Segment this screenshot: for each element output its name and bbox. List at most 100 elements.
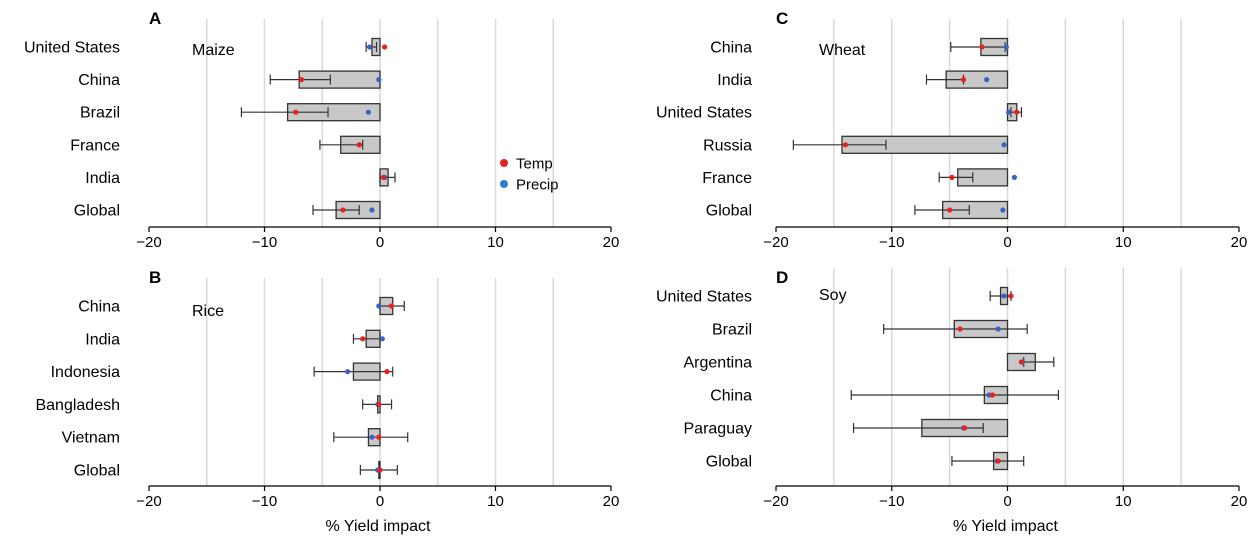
precip-point (1001, 142, 1007, 148)
precip-point (365, 109, 372, 115)
x-tick-label: 0 (376, 493, 384, 510)
x-tick-label: −20 (136, 234, 161, 251)
precip-point (995, 326, 1001, 332)
panel-letter: B (149, 268, 161, 287)
temp-point (298, 77, 305, 83)
x-tick-label: 10 (1115, 493, 1132, 510)
panel-letter: C (776, 9, 788, 28)
precip-point (369, 434, 375, 440)
category-label: Global (74, 203, 120, 220)
legend-marker-precip (500, 180, 508, 188)
x-axis-title: % Yield impact (953, 518, 1058, 535)
x-tick-label: −10 (252, 234, 277, 251)
category-label: India (717, 72, 752, 89)
category-label: Brazil (80, 105, 120, 122)
temp-point (995, 458, 1001, 464)
precip-point (379, 336, 385, 342)
temp-point (1008, 293, 1014, 299)
category-label: Global (706, 454, 752, 471)
panel-c: China India United States Russia France Globa… (656, 9, 1247, 251)
x-axis-title: % Yield impact (326, 518, 431, 535)
legend-label-temp: Temp (516, 156, 553, 173)
temp-point (949, 174, 955, 180)
precip-point (1011, 174, 1018, 180)
temp-point (340, 207, 346, 213)
category-label: India (85, 331, 120, 348)
temp-point (360, 336, 366, 342)
category-label: Brazil (712, 322, 752, 339)
precip-point (1006, 109, 1012, 115)
panel-b: China India Indonesia Bangladesh Vietnam Glob… (35, 268, 619, 535)
category-label: China (710, 40, 752, 57)
temp-point (356, 142, 362, 148)
precip-point (1003, 44, 1009, 50)
precip-point (376, 77, 382, 83)
x-tick-label: 20 (1231, 234, 1248, 251)
x-tick-label: −10 (879, 493, 904, 510)
x-tick-label: 0 (1003, 234, 1011, 251)
x-tick-label: −10 (879, 234, 904, 251)
category-label: Global (706, 203, 752, 220)
temp-point (979, 44, 985, 50)
category-label: India (85, 170, 120, 187)
category-label: Paraguay (684, 421, 753, 438)
category-label: Vietnam (62, 430, 120, 447)
temp-point (947, 207, 953, 213)
category-label: United States (656, 289, 752, 306)
x-tick-label: 0 (1003, 493, 1011, 510)
x-tick-label: 20 (603, 234, 620, 251)
category-label: China (710, 388, 752, 405)
panel-letter: D (776, 268, 788, 287)
x-tick-label: 20 (603, 493, 620, 510)
category-label: Russia (703, 137, 752, 154)
precip-point (345, 369, 351, 375)
temp-point (989, 392, 996, 398)
temp-point (382, 44, 388, 50)
precip-point (367, 44, 373, 50)
crop-title: Wheat (819, 42, 866, 59)
precip-point (1001, 293, 1007, 299)
x-tick-label: 10 (1115, 234, 1132, 251)
temp-point (1014, 109, 1020, 115)
temp-point (962, 425, 968, 431)
crop-title: Maize (192, 42, 235, 59)
x-tick-label: 20 (1231, 493, 1248, 510)
temp-point (384, 369, 390, 375)
category-label: China (78, 299, 120, 316)
x-tick-label: −10 (252, 493, 277, 510)
crop-title: Soy (819, 287, 847, 304)
x-tick-label: −20 (763, 493, 788, 510)
temp-point (1018, 359, 1024, 365)
category-label: China (78, 72, 120, 89)
category-label: Global (74, 463, 120, 480)
x-tick-label: 10 (487, 493, 504, 510)
temp-point (293, 109, 299, 115)
crop-title: Rice (192, 303, 224, 320)
temp-point (376, 401, 382, 407)
x-tick-label: −20 (763, 234, 788, 251)
category-label: France (70, 137, 120, 154)
panel-a: United States China Brazil France India Globa… (24, 9, 619, 251)
temp-point (957, 326, 963, 332)
precip-point (376, 303, 382, 309)
precip-point (369, 207, 375, 213)
temp-point (376, 434, 382, 440)
category-label: Bangladesh (35, 397, 120, 414)
category-label: Argentina (684, 355, 753, 372)
category-label: United States (24, 40, 120, 57)
x-tick-label: −20 (136, 493, 161, 510)
panel-d: United States Brazil Argentina China Paragua… (656, 268, 1247, 535)
precip-point (1000, 207, 1006, 213)
temp-point (388, 303, 395, 309)
temp-point (842, 142, 849, 148)
category-label: France (702, 170, 752, 187)
category-label: United States (656, 105, 752, 122)
category-label: Indonesia (51, 364, 120, 381)
legend: Temp Precip (500, 156, 559, 194)
temp-point (380, 174, 387, 180)
panel-letter: A (149, 9, 161, 28)
legend-label-precip: Precip (516, 177, 559, 194)
legend-marker-temp (500, 159, 508, 167)
temp-point (377, 467, 383, 473)
